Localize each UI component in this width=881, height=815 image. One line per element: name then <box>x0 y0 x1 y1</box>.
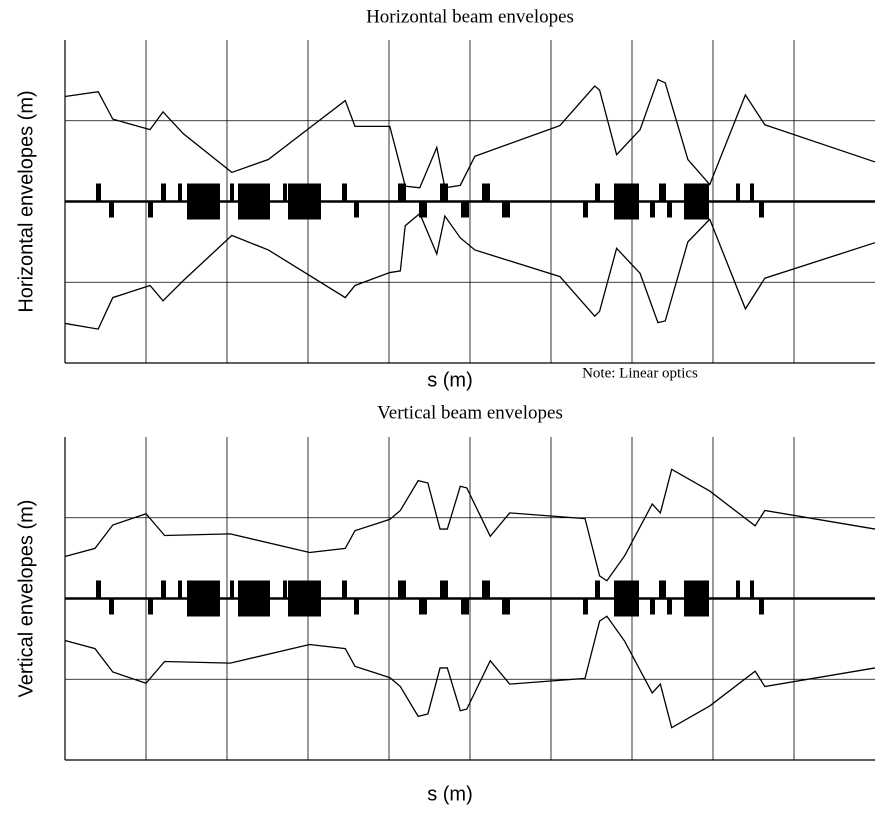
x-axis-label: s (m) <box>427 369 473 391</box>
envelope-line <box>64 615 876 729</box>
chart-panel: Horizontal beam envelopes s (m) Horizontal… <box>15 6 877 391</box>
envelope-line <box>64 468 876 582</box>
panels: Horizontal beam envelopes s (m) Horizontal… <box>15 6 877 805</box>
x-axis-label: s (m) <box>427 783 473 805</box>
y-axis-label: Vertical envelopes (m) <box>15 500 37 698</box>
envelope-line <box>64 78 876 189</box>
chart-panel: Vertical beam envelopes s (m) Vertical env… <box>15 402 877 805</box>
chart-title: Vertical beam envelopes <box>377 402 563 423</box>
y-axis-label: Horizontal envelopes (m) <box>15 90 37 312</box>
chart-title: Horizontal beam envelopes <box>366 6 574 27</box>
annotation: Note: Linear optics <box>582 365 698 381</box>
envelope-line <box>64 212 876 330</box>
